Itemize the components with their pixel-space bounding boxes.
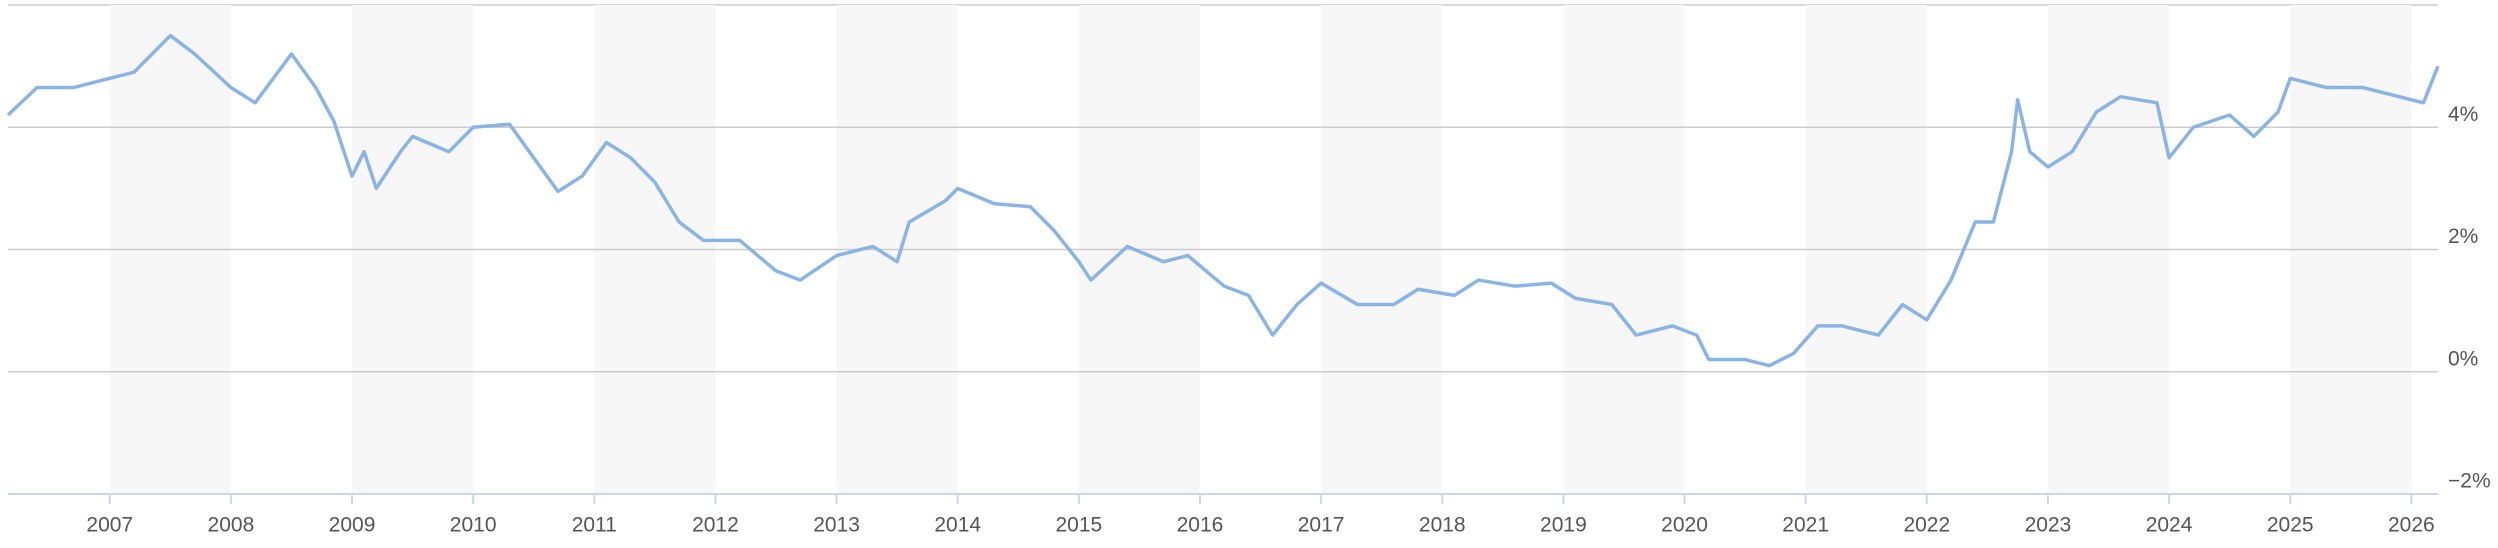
x-tick-label: 2023 — [2025, 514, 2072, 537]
x-tick-label: 2014 — [934, 514, 981, 537]
y-tick-label: 0% — [2448, 347, 2478, 370]
x-tick-label: 2015 — [1055, 514, 1102, 537]
x-tick-label: 2018 — [1419, 514, 1466, 537]
x-tick-label: 2007 — [86, 514, 133, 537]
x-tick-label: 2010 — [450, 514, 497, 537]
x-tick-label: 2012 — [692, 514, 739, 537]
x-tick-label: 2019 — [1540, 514, 1587, 537]
x-tick-label: 2026 — [2388, 514, 2435, 537]
x-tick-label: 2025 — [2267, 514, 2314, 537]
x-tick-label: 2013 — [813, 514, 860, 537]
data-line — [6, 33, 2440, 368]
x-tick-label: 2016 — [1177, 514, 1224, 537]
x-tick-label: 2017 — [1298, 514, 1345, 537]
y-tick-label: 4% — [2448, 103, 2478, 126]
x-tick-label: 2020 — [1661, 514, 1708, 537]
x-tick-label: 2011 — [572, 514, 617, 537]
y-tick-label: 2% — [2448, 225, 2478, 248]
x-tick-label: 2021 — [1782, 514, 1829, 537]
x-tick-label: 2008 — [208, 514, 255, 537]
y-tick-label: −2% — [2448, 470, 2491, 493]
x-tick-label: 2022 — [1903, 514, 1950, 537]
x-tick-label: 2009 — [329, 514, 376, 537]
x-tick-label: 2024 — [2146, 514, 2193, 537]
